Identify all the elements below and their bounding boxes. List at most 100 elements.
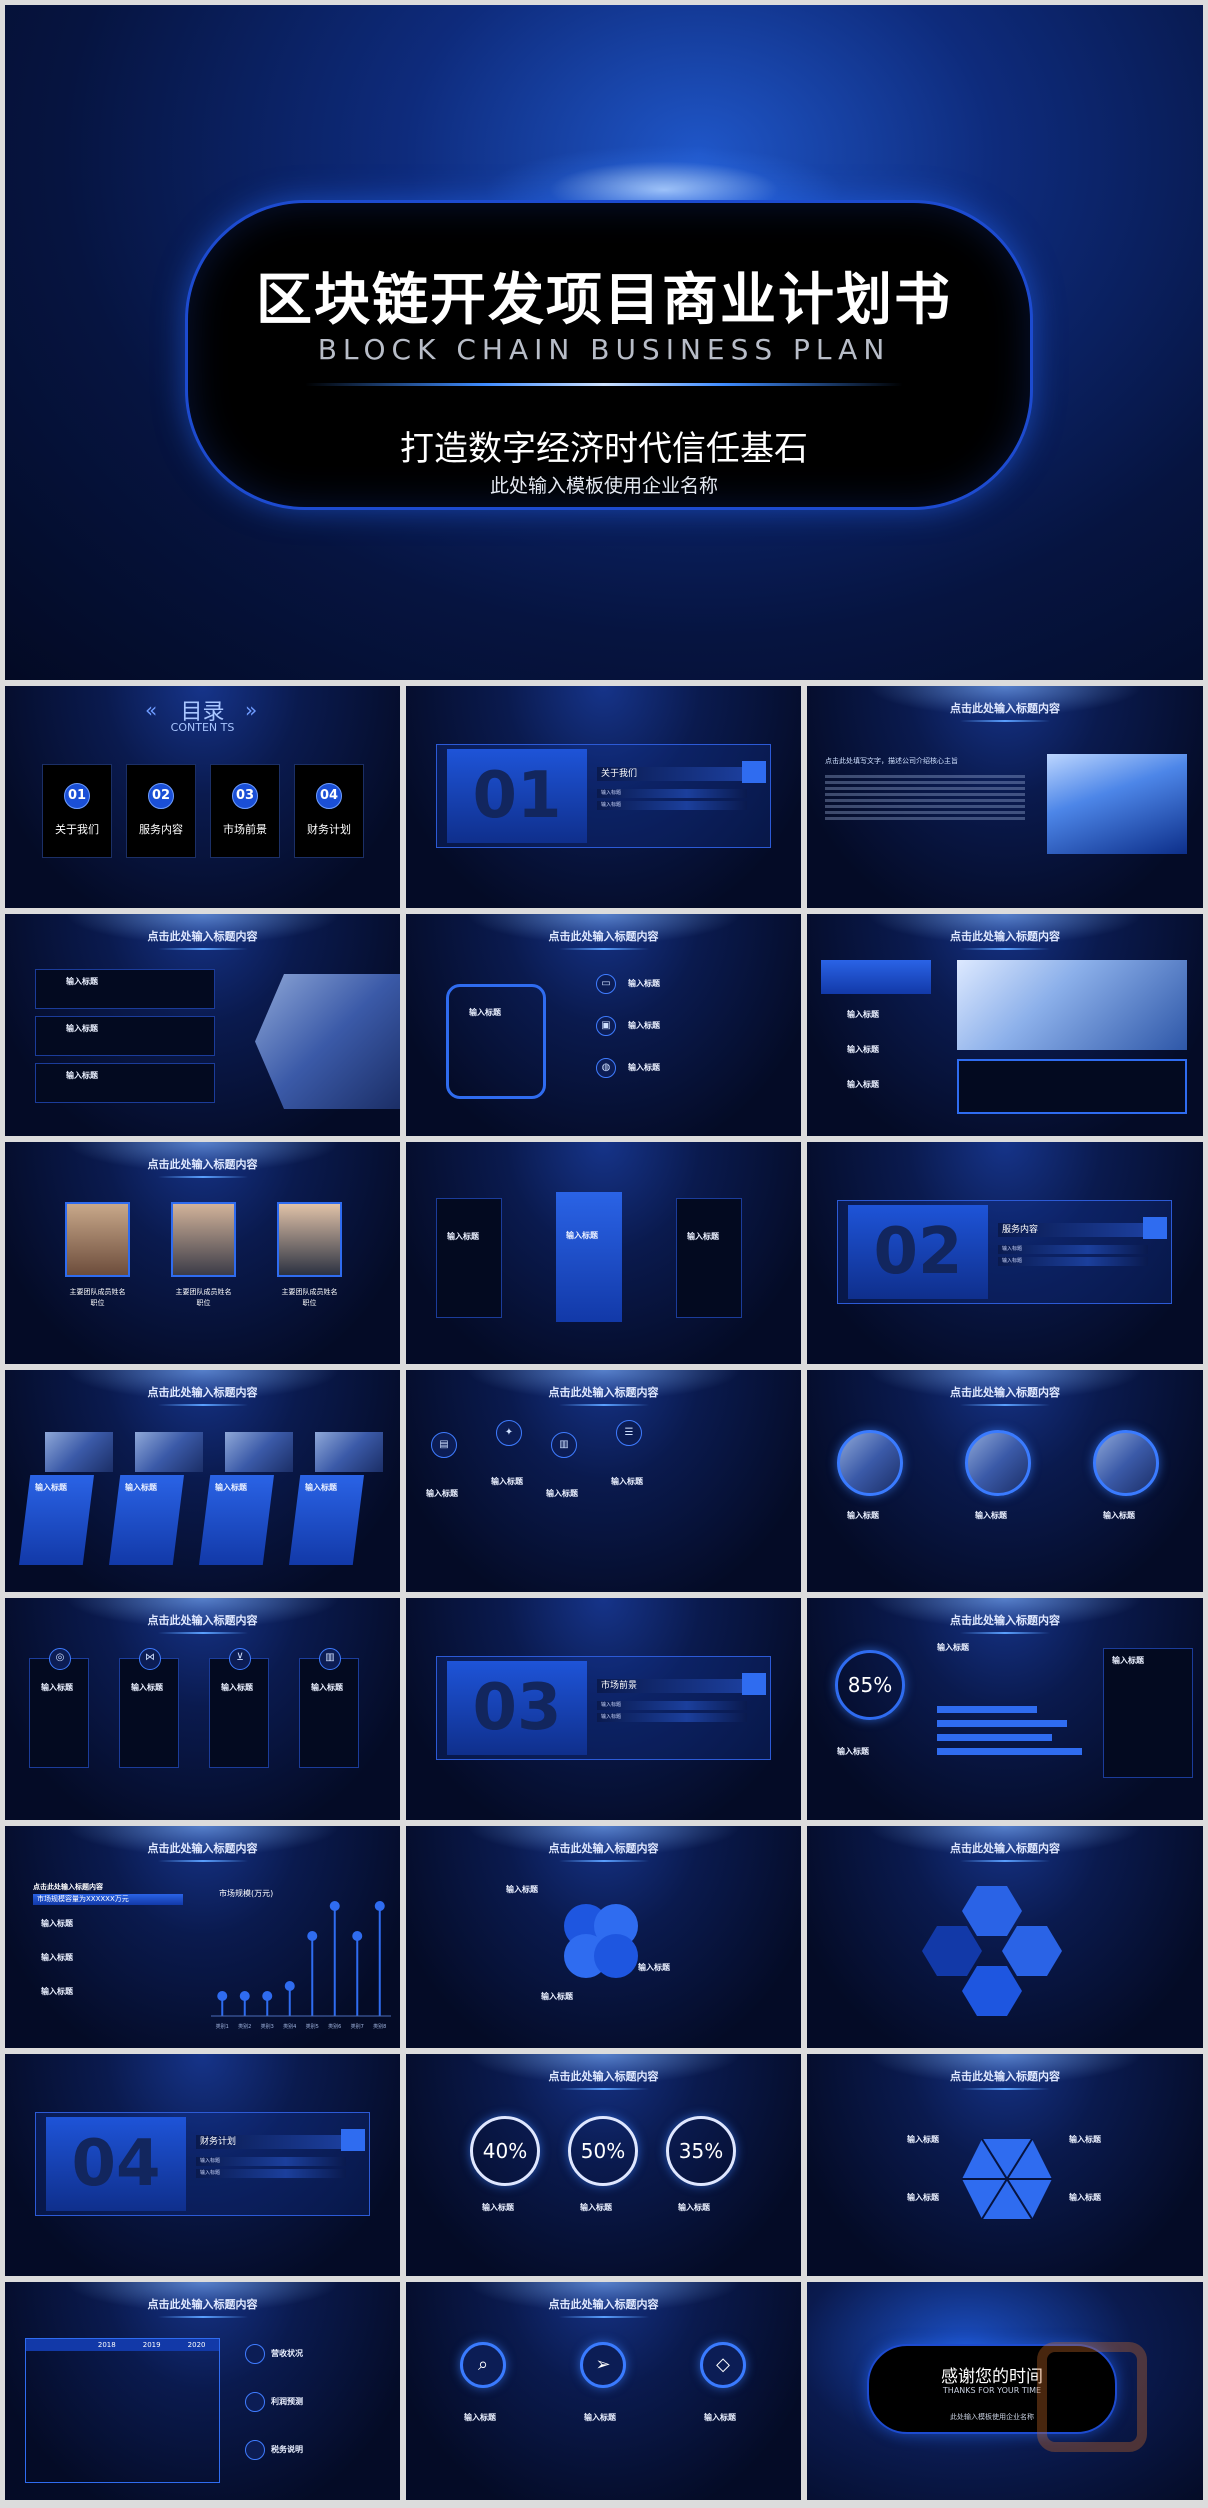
gallery-image: [315, 1432, 383, 1472]
circle-title: 输入标题: [847, 1511, 879, 1520]
progress-bar: [937, 1734, 1052, 1741]
step-title: 输入标题: [426, 1489, 458, 1498]
chart-point: [262, 1991, 273, 2001]
slide-percent[interactable]: 点击此处输入标题内容 85% 输入标题 输入标题 输入标题: [807, 1598, 1203, 1820]
accent-square: [742, 761, 766, 783]
slide-contents[interactable]: « » 目录 CONTEN TS 01 关于我们 02 服务内容 03 市场前景…: [5, 686, 400, 908]
gallery-card: [289, 1475, 364, 1565]
thanks-subtitle: THANKS FOR YOUR TIME: [942, 2386, 1042, 2395]
progress-bar: [937, 1706, 1037, 1713]
slide-timeline[interactable]: 点击此处输入标题内容 ▤ ✦ ▥ ☰ 输入标题 输入标题 输入标题 输入标题: [406, 1370, 801, 1592]
card-title: 输入标题: [447, 1232, 479, 1241]
section-row: 输入标题: [597, 801, 747, 810]
slide-gallery[interactable]: 点击此处输入标题内容 输入标题 输入标题 输入标题 输入标题: [5, 1370, 400, 1592]
member-role: 职位: [90, 1299, 105, 1307]
section-label: 关于我们: [597, 767, 747, 781]
slide-clover[interactable]: 点击此处输入标题内容 输入标题 输入标题 输入标题: [406, 1826, 801, 2048]
quote-title: 输入标题: [469, 1008, 501, 1017]
toc-card-1[interactable]: 01 关于我们: [42, 764, 112, 858]
chart-tick-label: 类别3: [261, 2023, 274, 2030]
toc-card-2[interactable]: 02 服务内容: [126, 764, 196, 858]
ring-value: 50%: [580, 2139, 626, 2163]
avatar: [171, 1202, 236, 1277]
section-number: 04: [46, 2117, 186, 2211]
contents-title: 目录: [180, 700, 225, 725]
member-name: 主要团队成员姓名: [175, 1288, 232, 1296]
gallery-card: [109, 1475, 184, 1565]
gallery-image: [45, 1432, 113, 1472]
chart-icon: ▤: [431, 1432, 457, 1458]
slide-icons-end[interactable]: 点击此处输入标题内容 ⌕ ➢ ◇ 输入标题 输入标题 输入标题: [406, 2282, 801, 2500]
slide-rings[interactable]: 点击此处输入标题内容 40% 50% 35% 输入标题 输入标题 输入标题: [406, 2054, 801, 2276]
slide-thanks[interactable]: 感谢您的时间 THANKS FOR YOUR TIME 此处输入模板使用企业名称: [807, 2282, 1203, 2500]
slide-title: 点击此处输入标题内容: [5, 1840, 400, 1862]
toc-label: 财务计划: [307, 823, 351, 836]
chevron-left-icon: «: [145, 698, 158, 722]
slide-section-03[interactable]: 03 市场前景 输入标题 输入标题: [406, 1598, 801, 1820]
slide-section-02[interactable]: 02 服务内容 输入标题 输入标题: [807, 1142, 1203, 1364]
section-label: 财务计划: [196, 2135, 346, 2149]
slide-title: 点击此处输入标题内容: [5, 2296, 400, 2318]
slide-section-04[interactable]: 04 财务计划 输入标题 输入标题: [5, 2054, 400, 2276]
slide-hexagon[interactable]: 点击此处输入标题内容: [807, 1826, 1203, 2048]
slide-title: 点击此处输入标题内容: [807, 700, 1203, 722]
slide-title: 点击此处输入标题内容: [406, 2068, 801, 2090]
slide-circles[interactable]: 点击此处输入标题内容 输入标题 输入标题 输入标题: [807, 1370, 1203, 1592]
send-icon: ➢: [580, 2342, 626, 2388]
slide-title: 点击此处输入标题内容: [406, 928, 801, 950]
side-label: 利润预测: [271, 2397, 303, 2406]
slide-section-01[interactable]: 01 关于我们 输入标题 输入标题: [406, 686, 801, 908]
info-card: 输入标题: [436, 1198, 502, 1318]
market-highlight: 市场规模容量为XXXXXX万元: [33, 1894, 183, 1905]
slide-title: 点击此处输入标题内容: [807, 1840, 1203, 1862]
slide-quote[interactable]: 点击此处输入标题内容 输入标题 ▭ ▣ ◍ 输入标题 输入标题 输入标题: [406, 914, 801, 1136]
handshake-icon: ✦: [496, 1420, 522, 1446]
slide-features[interactable]: 点击此处输入标题内容 输入标题 输入标题 输入标题: [5, 914, 400, 1136]
toc-card-4[interactable]: 04 财务计划: [294, 764, 364, 858]
item-title: 输入标题: [1069, 2193, 1101, 2202]
slide-triangle[interactable]: 点击此处输入标题内容 输入标题 输入标题 输入标题 输入标题: [807, 2054, 1203, 2276]
side-label: 税务说明: [271, 2445, 303, 2454]
table-header: 2018 2019 2020: [26, 2339, 219, 2351]
circle-title: 输入标题: [975, 1511, 1007, 1520]
chart-tick-label: 类别6: [328, 2023, 341, 2030]
petal-title: 输入标题: [506, 1885, 538, 1894]
ring-value: 40%: [482, 2139, 528, 2163]
slide-cards[interactable]: 输入标题 输入标题 输入标题: [406, 1142, 801, 1364]
thanks-frame: [867, 2344, 1117, 2434]
slide-market[interactable]: 点击此处输入标题内容 点击此处输入标题内容 市场规模容量为XXXXXX万元 输入…: [5, 1826, 400, 2048]
toc-number: 02: [148, 783, 174, 809]
item-title: 输入标题: [847, 1045, 879, 1054]
slide-touch[interactable]: 点击此处输入标题内容 输入标题 输入标题 输入标题: [807, 914, 1203, 1136]
icon-title: 输入标题: [704, 2413, 736, 2422]
slide-table[interactable]: 点击此处输入标题内容 2018 2019 2020 营收状况 利润预测 税务说明: [5, 2282, 400, 2500]
city-image: [1047, 754, 1187, 854]
slide-about[interactable]: 点击此处输入标题内容 点击此处填写文字，描述公司介绍核心主旨: [807, 686, 1203, 908]
bullet-icon: [245, 2440, 265, 2460]
toc-label: 服务内容: [139, 823, 183, 836]
item-title: 输入标题: [628, 979, 660, 988]
monitor-icon: ▭: [596, 974, 616, 994]
slide-team[interactable]: 点击此处输入标题内容 主要团队成员姓名 主要团队成员姓名 主要团队成员姓名 职位…: [5, 1142, 400, 1364]
member-name: 主要团队成员姓名: [69, 1288, 126, 1296]
chart-tick-label: 类别2: [238, 2023, 251, 2030]
avatar: [65, 1202, 130, 1277]
about-heading: 点击此处填写文字，描述公司介绍核心主旨: [825, 757, 958, 765]
ring-title: 输入标题: [678, 2203, 710, 2212]
chevron-right-icon: »: [245, 698, 258, 722]
glow-line: [305, 383, 903, 386]
progress-bar: [937, 1748, 1082, 1755]
card-title: 输入标题: [215, 1483, 247, 1492]
section-row: 输入标题: [196, 2157, 346, 2166]
english-subtitle: BLOCK CHAIN BUSINESS PLAN: [317, 333, 891, 366]
slide-title: 点击此处输入标题内容: [5, 928, 400, 950]
circle-image: [837, 1430, 903, 1496]
ring-title: 输入标题: [580, 2203, 612, 2212]
title-slide[interactable]: 区块链开发项目商业计划书 BLOCK CHAIN BUSINESS PLAN 打…: [5, 5, 1203, 680]
toc-card-3[interactable]: 03 市场前景: [210, 764, 280, 858]
circle-image: [965, 1430, 1031, 1496]
slide-icon-cards[interactable]: 点击此处输入标题内容 ◎ ⋈ ⊻ ▥ 输入标题 输入标题 输入标题 输入标题: [5, 1598, 400, 1820]
side-title: 输入标题: [1112, 1656, 1144, 1665]
gallery-image: [135, 1432, 203, 1472]
feature-title: 输入标题: [66, 977, 98, 986]
